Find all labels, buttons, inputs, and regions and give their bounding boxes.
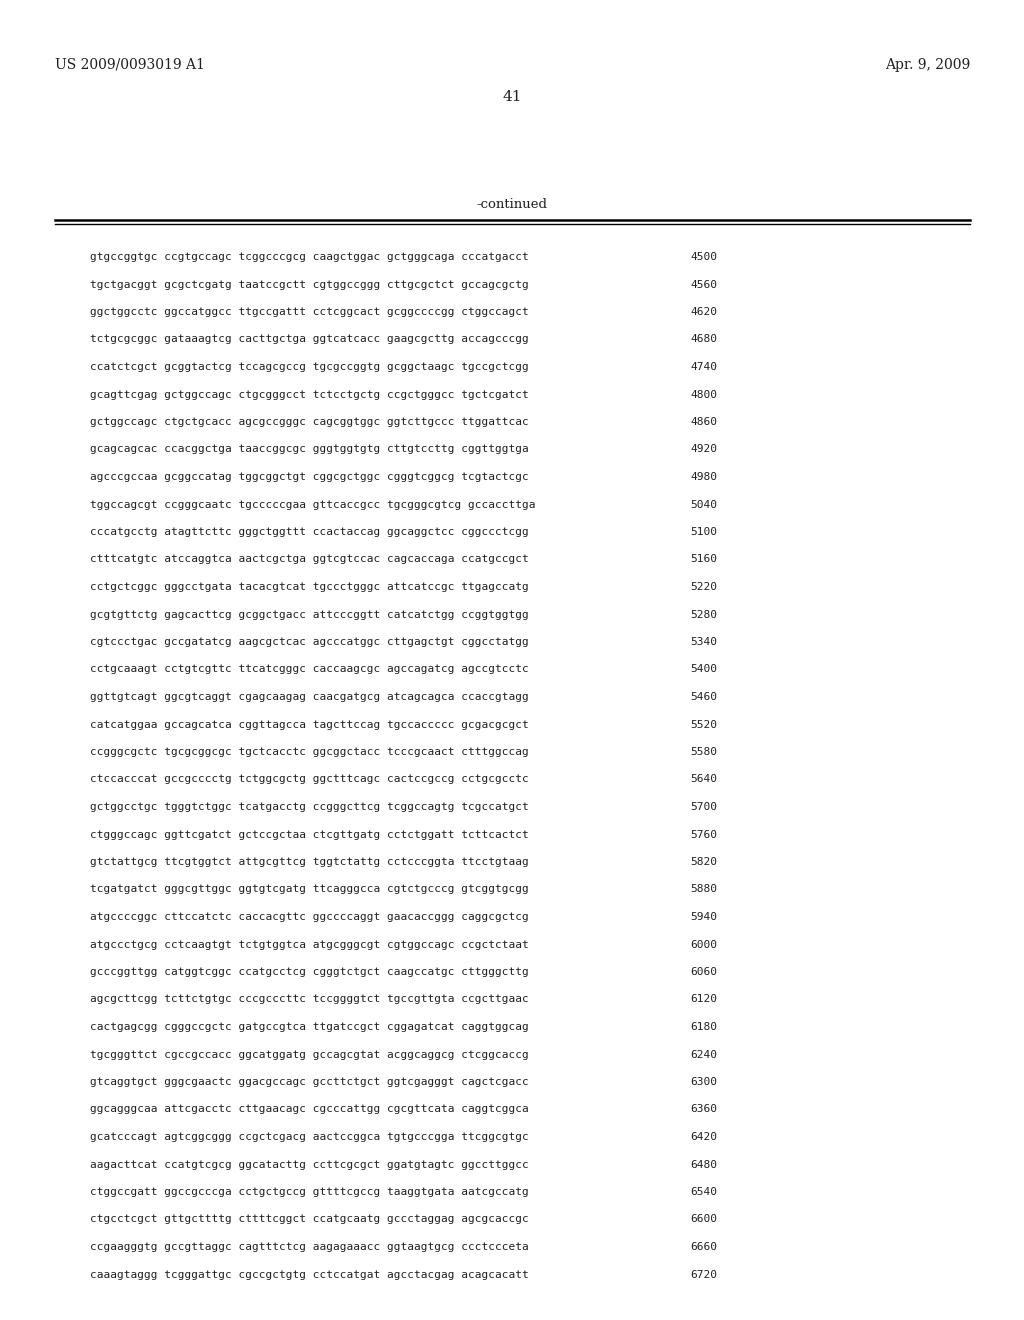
Text: agcccgccaa gcggccatag tggcggctgt cggcgctggc cgggtcggcg tcgtactcgc: agcccgccaa gcggccatag tggcggctgt cggcgct…	[90, 473, 528, 482]
Text: 5340: 5340	[690, 638, 717, 647]
Text: 6060: 6060	[690, 968, 717, 977]
Text: 5880: 5880	[690, 884, 717, 895]
Text: 6300: 6300	[690, 1077, 717, 1086]
Text: 4620: 4620	[690, 308, 717, 317]
Text: 4800: 4800	[690, 389, 717, 400]
Text: 6480: 6480	[690, 1159, 717, 1170]
Text: gctggcctgc tgggtctggc tcatgacctg ccgggcttcg tcggccagtg tcgccatgct: gctggcctgc tgggtctggc tcatgacctg ccgggct…	[90, 803, 528, 812]
Text: Apr. 9, 2009: Apr. 9, 2009	[885, 58, 970, 73]
Text: 5640: 5640	[690, 775, 717, 784]
Text: agcgcttcgg tcttctgtgc cccgcccttc tccggggtct tgccgttgta ccgcttgaac: agcgcttcgg tcttctgtgc cccgcccttc tccgggg…	[90, 994, 528, 1005]
Text: 4860: 4860	[690, 417, 717, 426]
Text: 5460: 5460	[690, 692, 717, 702]
Text: tctgcgcggc gataaagtcg cacttgctga ggtcatcacc gaagcgcttg accagcccgg: tctgcgcggc gataaagtcg cacttgctga ggtcatc…	[90, 334, 528, 345]
Text: ccgaagggtg gccgttaggc cagtttctcg aagagaaacc ggtaagtgcg ccctccceta: ccgaagggtg gccgttaggc cagtttctcg aagagaa…	[90, 1242, 528, 1251]
Text: 6540: 6540	[690, 1187, 717, 1197]
Text: gcagttcgag gctggccagc ctgcgggcct tctcctgctg ccgctgggcc tgctcgatct: gcagttcgag gctggccagc ctgcgggcct tctcctg…	[90, 389, 528, 400]
Text: ctgggccagc ggttcgatct gctccgctaa ctcgttgatg cctctggatt tcttcactct: ctgggccagc ggttcgatct gctccgctaa ctcgttg…	[90, 829, 528, 840]
Text: 5520: 5520	[690, 719, 717, 730]
Text: gtgccggtgc ccgtgccagc tcggcccgcg caagctggac gctgggcaga cccatgacct: gtgccggtgc ccgtgccagc tcggcccgcg caagctg…	[90, 252, 528, 261]
Text: 4920: 4920	[690, 445, 717, 454]
Text: atgccccggc cttccatctc caccacgttc ggccccaggt gaacaccggg caggcgctcg: atgccccggc cttccatctc caccacgttc ggcccca…	[90, 912, 528, 921]
Text: 5940: 5940	[690, 912, 717, 921]
Text: 6000: 6000	[690, 940, 717, 949]
Text: tggccagcgt ccgggcaatc tgcccccgaa gttcaccgcc tgcgggcgtcg gccaccttga: tggccagcgt ccgggcaatc tgcccccgaa gttcacc…	[90, 499, 536, 510]
Text: ccgggcgctc tgcgcggcgc tgctcacctc ggcggctacc tcccgcaact ctttggccag: ccgggcgctc tgcgcggcgc tgctcacctc ggcggct…	[90, 747, 528, 756]
Text: ctggccgatt ggccgcccga cctgctgccg gttttcgccg taaggtgata aatcgccatg: ctggccgatt ggccgcccga cctgctgccg gttttcg…	[90, 1187, 528, 1197]
Text: 4500: 4500	[690, 252, 717, 261]
Text: 6240: 6240	[690, 1049, 717, 1060]
Text: gcccggttgg catggtcggc ccatgcctcg cgggtctgct caagccatgc cttgggcttg: gcccggttgg catggtcggc ccatgcctcg cgggtct…	[90, 968, 528, 977]
Text: 6360: 6360	[690, 1105, 717, 1114]
Text: 6720: 6720	[690, 1270, 717, 1279]
Text: 4740: 4740	[690, 362, 717, 372]
Text: 5400: 5400	[690, 664, 717, 675]
Text: cactgagcgg cgggccgctc gatgccgtca ttgatccgct cggagatcat caggtggcag: cactgagcgg cgggccgctc gatgccgtca ttgatcc…	[90, 1022, 528, 1032]
Text: 5580: 5580	[690, 747, 717, 756]
Text: cccatgcctg atagttcttc gggctggttt ccactaccag ggcaggctcc cggccctcgg: cccatgcctg atagttcttc gggctggttt ccactac…	[90, 527, 528, 537]
Text: gtctattgcg ttcgtggtct attgcgttcg tggtctattg cctcccggta ttcctgtaag: gtctattgcg ttcgtggtct attgcgttcg tggtcta…	[90, 857, 528, 867]
Text: aagacttcat ccatgtcgcg ggcatacttg ccttcgcgct ggatgtagtc ggccttggcc: aagacttcat ccatgtcgcg ggcatacttg ccttcgc…	[90, 1159, 528, 1170]
Text: 4560: 4560	[690, 280, 717, 289]
Text: 4680: 4680	[690, 334, 717, 345]
Text: 5220: 5220	[690, 582, 717, 591]
Text: 6120: 6120	[690, 994, 717, 1005]
Text: -continued: -continued	[476, 198, 548, 211]
Text: tgctgacggt gcgctcgatg taatccgctt cgtggccggg cttgcgctct gccagcgctg: tgctgacggt gcgctcgatg taatccgctt cgtggcc…	[90, 280, 528, 289]
Text: ctgcctcgct gttgcttttg cttttcggct ccatgcaatg gccctaggag agcgcaccgc: ctgcctcgct gttgcttttg cttttcggct ccatgca…	[90, 1214, 528, 1225]
Text: gcgtgttctg gagcacttcg gcggctgacc attcccggtt catcatctgg ccggtggtgg: gcgtgttctg gagcacttcg gcggctgacc attcccg…	[90, 610, 528, 619]
Text: 6420: 6420	[690, 1133, 717, 1142]
Text: cctgctcggc gggcctgata tacacgtcat tgccctgggc attcatccgc ttgagccatg: cctgctcggc gggcctgata tacacgtcat tgccctg…	[90, 582, 528, 591]
Text: gcagcagcac ccacggctga taaccggcgc gggtggtgtg cttgtccttg cggttggtga: gcagcagcac ccacggctga taaccggcgc gggtggt…	[90, 445, 528, 454]
Text: 5100: 5100	[690, 527, 717, 537]
Text: ctttcatgtc atccaggtca aactcgctga ggtcgtccac cagcaccaga ccatgccgct: ctttcatgtc atccaggtca aactcgctga ggtcgtc…	[90, 554, 528, 565]
Text: ccatctcgct gcggtactcg tccagcgccg tgcgccggtg gcggctaagc tgccgctcgg: ccatctcgct gcggtactcg tccagcgccg tgcgccg…	[90, 362, 528, 372]
Text: 6660: 6660	[690, 1242, 717, 1251]
Text: cctgcaaagt cctgtcgttc ttcatcgggc caccaagcgc agccagatcg agccgtcctc: cctgcaaagt cctgtcgttc ttcatcgggc caccaag…	[90, 664, 528, 675]
Text: 5820: 5820	[690, 857, 717, 867]
Text: ctccacccat gccgcccctg tctggcgctg ggctttcagc cactccgccg cctgcgcctc: ctccacccat gccgcccctg tctggcgctg ggctttc…	[90, 775, 528, 784]
Text: 6600: 6600	[690, 1214, 717, 1225]
Text: ggctggcctc ggccatggcc ttgccgattt cctcggcact gcggccccgg ctggccagct: ggctggcctc ggccatggcc ttgccgattt cctcggc…	[90, 308, 528, 317]
Text: tcgatgatct gggcgttggc ggtgtcgatg ttcagggcca cgtctgcccg gtcggtgcgg: tcgatgatct gggcgttggc ggtgtcgatg ttcaggg…	[90, 884, 528, 895]
Text: gtcaggtgct gggcgaactc ggacgccagc gccttctgct ggtcgagggt cagctcgacc: gtcaggtgct gggcgaactc ggacgccagc gccttct…	[90, 1077, 528, 1086]
Text: cgtccctgac gccgatatcg aagcgctcac agcccatggc cttgagctgt cggcctatgg: cgtccctgac gccgatatcg aagcgctcac agcccat…	[90, 638, 528, 647]
Text: ggcagggcaa attcgacctc cttgaacagc cgcccattgg cgcgttcata caggtcggca: ggcagggcaa attcgacctc cttgaacagc cgcccat…	[90, 1105, 528, 1114]
Text: tgcgggttct cgccgccacc ggcatggatg gccagcgtat acggcaggcg ctcggcaccg: tgcgggttct cgccgccacc ggcatggatg gccagcg…	[90, 1049, 528, 1060]
Text: catcatggaa gccagcatca cggttagcca tagcttccag tgccaccccc gcgacgcgct: catcatggaa gccagcatca cggttagcca tagcttc…	[90, 719, 528, 730]
Text: 5040: 5040	[690, 499, 717, 510]
Text: gcatcccagt agtcggcggg ccgctcgacg aactccggca tgtgcccgga ttcggcgtgc: gcatcccagt agtcggcggg ccgctcgacg aactccg…	[90, 1133, 528, 1142]
Text: 5760: 5760	[690, 829, 717, 840]
Text: ggttgtcagt ggcgtcaggt cgagcaagag caacgatgcg atcagcagca ccaccgtagg: ggttgtcagt ggcgtcaggt cgagcaagag caacgat…	[90, 692, 528, 702]
Text: gctggccagc ctgctgcacc agcgccgggc cagcggtggc ggtcttgccc ttggattcac: gctggccagc ctgctgcacc agcgccgggc cagcggt…	[90, 417, 528, 426]
Text: 41: 41	[502, 90, 522, 104]
Text: atgccctgcg cctcaagtgt tctgtggtca atgcgggcgt cgtggccagc ccgctctaat: atgccctgcg cctcaagtgt tctgtggtca atgcggg…	[90, 940, 528, 949]
Text: 5160: 5160	[690, 554, 717, 565]
Text: US 2009/0093019 A1: US 2009/0093019 A1	[55, 58, 205, 73]
Text: caaagtaggg tcgggattgc cgccgctgtg cctccatgat agcctacgag acagcacatt: caaagtaggg tcgggattgc cgccgctgtg cctccat…	[90, 1270, 528, 1279]
Text: 6180: 6180	[690, 1022, 717, 1032]
Text: 5280: 5280	[690, 610, 717, 619]
Text: 4980: 4980	[690, 473, 717, 482]
Text: 5700: 5700	[690, 803, 717, 812]
